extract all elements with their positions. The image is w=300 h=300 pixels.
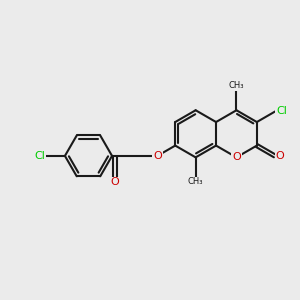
Text: Cl: Cl [34,151,45,161]
Text: O: O [232,152,241,162]
Text: CH₃: CH₃ [188,177,203,186]
Text: O: O [276,151,284,161]
Text: O: O [153,151,162,161]
Text: Cl: Cl [276,106,287,116]
Text: CH₃: CH₃ [229,81,244,90]
Text: O: O [111,177,119,188]
